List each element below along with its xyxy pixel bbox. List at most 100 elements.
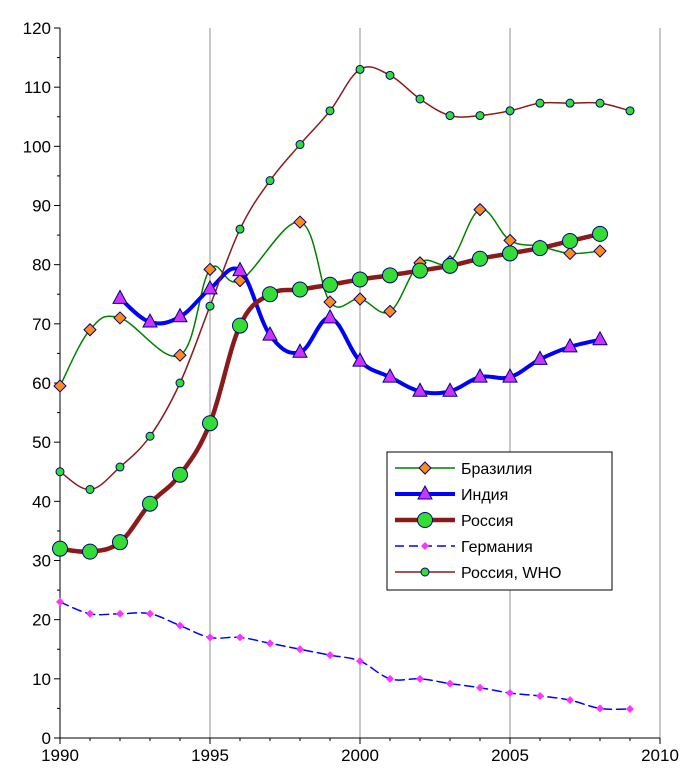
data-point [625,106,635,116]
legend-label: Германия [461,539,533,556]
data-point [505,106,515,116]
legend-marker [417,512,433,528]
y-tick-label: 90 [32,197,51,216]
data-point [232,261,248,277]
series-markers [52,64,635,714]
data-point [296,645,304,654]
data-point [445,111,455,121]
data-point [322,308,338,324]
data-point [173,348,187,362]
data-point [383,304,397,319]
x-tick-label: 2005 [491,746,529,765]
y-tick-label: 20 [32,611,51,630]
data-point [412,262,428,279]
data-point [565,98,575,108]
data-point [352,271,368,288]
data-point [502,368,518,383]
y-tick-label: 30 [32,552,51,571]
data-point [233,273,247,288]
data-point [415,94,425,104]
data-point [202,415,218,432]
y-tick-label: 50 [32,433,51,452]
data-point [325,106,335,116]
data-point [266,639,274,648]
data-point [563,246,577,261]
data-point [442,257,458,274]
axes [54,27,661,744]
data-point [596,704,604,713]
legend-label: Россия [461,513,513,530]
tick-labels: 0 10 20 30 40 50 60 70 80 90 100 110 120 1990 1995 2000… [23,19,679,765]
legend-marker [421,542,429,550]
data-point [55,467,65,477]
y-tick-label: 110 [24,78,51,97]
data-point [385,70,395,80]
data-point [112,534,128,551]
x-tick-label: 2000 [341,746,379,765]
data-point [142,313,158,328]
data-point [236,633,244,642]
data-point [86,609,94,618]
series-line-3 [59,601,631,711]
data-point [566,696,574,705]
data-point [386,674,394,683]
data-point [472,368,488,383]
legend-marker [420,567,430,577]
data-point [112,289,128,304]
x-tick-label: 1995 [191,746,229,765]
legend-marker [417,484,433,500]
data-point [53,379,67,393]
data-point [592,330,608,346]
data-point [476,683,484,692]
data-point [172,466,188,483]
data-point [535,98,545,108]
legend-label: Индия [461,487,508,504]
data-point [203,262,217,277]
data-point [595,98,605,108]
data-point [532,240,548,257]
data-point [85,485,95,494]
x-tick-label: 2010 [641,746,679,765]
data-point [562,233,578,249]
data-point [502,245,518,262]
y-tick-label: 0 [42,729,51,748]
data-point [352,352,368,367]
data-point [475,111,485,121]
y-tick-label: 40 [32,492,51,511]
data-point [116,609,124,618]
data-point [145,431,155,441]
data-point [416,674,424,683]
data-point [175,378,185,388]
y-tick-label: 120 [23,19,51,38]
data-point [536,691,544,700]
data-point [356,657,364,666]
data-point [592,225,608,242]
x-tick-label: 1990 [41,746,79,765]
data-point [202,279,218,295]
data-point [146,609,154,618]
data-point [205,301,215,311]
data-point [172,307,188,323]
data-point [295,140,305,150]
legend: Бразилия Индия Россия Германия Россия, WHO [386,451,613,591]
data-point [176,621,184,630]
data-point [442,382,458,397]
data-point [326,651,334,660]
series-lines [57,66,631,711]
data-point [446,679,454,688]
y-tick-label: 80 [32,256,51,275]
data-point [472,250,488,267]
data-point [232,317,248,334]
data-point [532,350,548,365]
data-point [56,597,64,606]
data-point [382,267,398,284]
legend-label: Бразилия [461,461,532,478]
grid-lines [209,28,661,738]
data-point [265,176,275,186]
legend-marker [418,461,432,475]
y-tick-label: 60 [32,374,51,393]
data-point [262,326,278,341]
y-tick-label: 100 [23,137,51,156]
data-point [82,543,98,560]
